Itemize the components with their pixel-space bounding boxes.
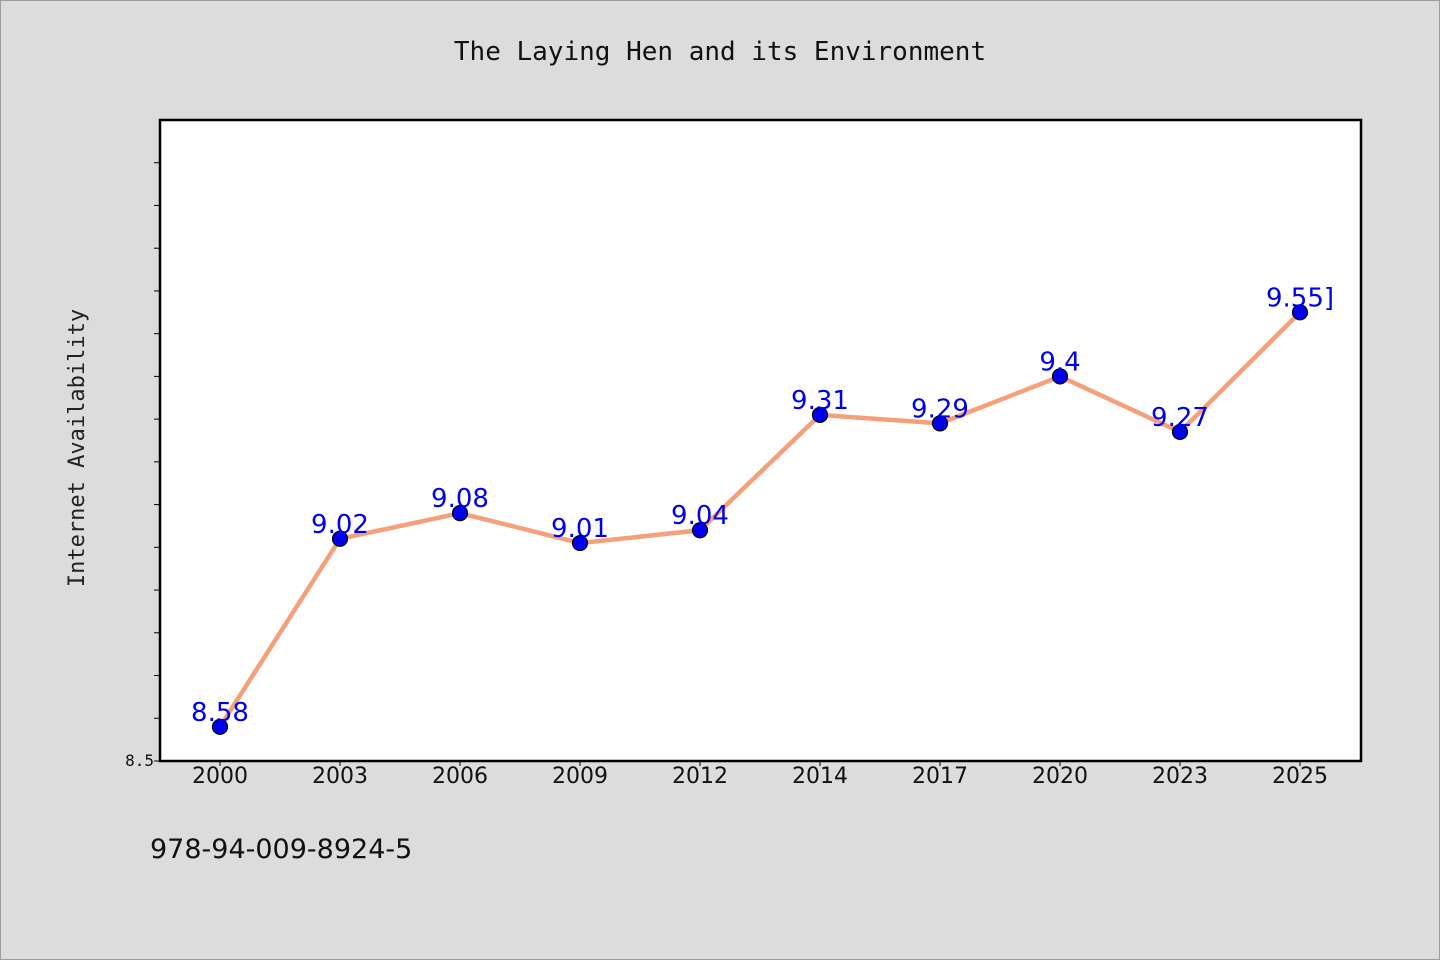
data-label: 9.4 (1039, 347, 1080, 377)
data-point (1051, 368, 1069, 385)
data-label: 8.58 (191, 698, 249, 728)
data-label: 9.02 (311, 510, 369, 540)
data-labels: 8.58 9.02 9.08 9.01 9.04 9.31 9.29 9.4 9.27 9.55] (191, 283, 1334, 728)
series-line (217, 310, 1303, 730)
data-point (1291, 304, 1309, 321)
x-tick-label: 2012 (672, 764, 728, 789)
data-point (211, 718, 229, 735)
data-label: 9.55] (1266, 283, 1334, 313)
x-axis-ticks: 2000 2003 2006 2009 2012 2014 2017 2020 2023 2025 (192, 761, 1328, 789)
data-label: 9.08 (431, 484, 489, 514)
data-point (931, 415, 949, 432)
x-tick-label: 2006 (432, 764, 488, 789)
series-markers (211, 304, 1309, 735)
data-point (691, 522, 709, 539)
chart-title: The Laying Hen and its Environment (454, 37, 986, 67)
y-axis-ticks: 8.5 (125, 162, 160, 770)
data-label: 9.29 (911, 394, 969, 424)
data-point (571, 534, 589, 552)
data-label: 9.31 (791, 386, 849, 416)
x-tick-label: 2023 (1152, 764, 1208, 789)
data-point (1171, 423, 1189, 441)
data-label: 9.27 (1151, 403, 1209, 433)
data-label: 9.01 (551, 514, 609, 544)
x-tick-label: 2009 (552, 764, 608, 789)
plot-area (158, 118, 1363, 763)
x-tick-label: 2014 (792, 764, 848, 789)
isbn-code: 978-94-009-8924-5 (150, 834, 413, 865)
data-point (811, 406, 829, 423)
data-point (331, 530, 349, 547)
x-tick-label: 2017 (912, 764, 968, 789)
data-label: 9.04 (671, 501, 729, 531)
y-axis-label: Internet Availability (65, 309, 90, 587)
y-tick-label: 8.5 (125, 751, 154, 770)
x-tick-label: 2000 (192, 764, 248, 789)
x-tick-label: 2003 (312, 764, 368, 789)
data-point (451, 505, 469, 522)
x-tick-label: 2025 (1272, 764, 1328, 789)
x-tick-label: 2020 (1032, 764, 1088, 789)
